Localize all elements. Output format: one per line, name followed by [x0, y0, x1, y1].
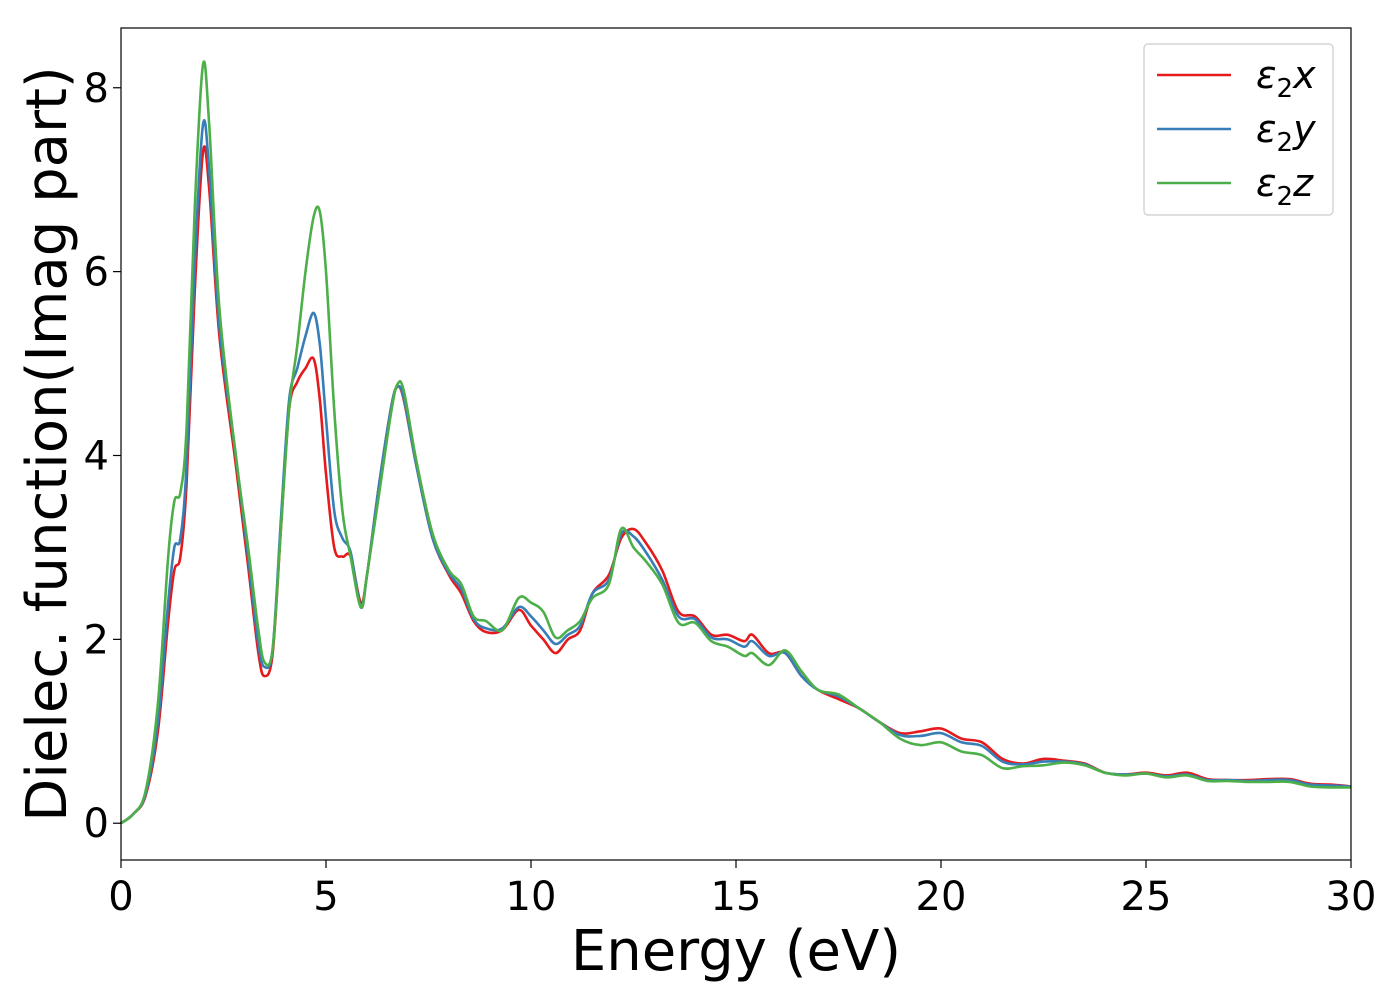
x-tick-label: 25: [1121, 874, 1172, 920]
legend-label-subscript: 2: [1277, 128, 1294, 158]
y-tick-label: 4: [84, 433, 109, 479]
y-tick-label: 6: [84, 250, 109, 296]
x-tick-label: 20: [916, 874, 967, 920]
y-tick-label: 8: [84, 66, 109, 112]
x-tick-label: 0: [108, 874, 133, 920]
legend-label-base: ε: [1256, 161, 1277, 205]
legend-label-suffix: y: [1292, 107, 1316, 151]
legend-label-base: ε: [1256, 107, 1277, 151]
legend-label-suffix: x: [1292, 53, 1316, 97]
y-axis-ticks: 0 2 4 6 8: [84, 66, 121, 847]
series-line-2: [120, 60, 1352, 825]
y-tick-label: 2: [84, 617, 109, 663]
series-layer: [120, 60, 1352, 825]
x-axis-title: Energy (eV): [571, 919, 901, 984]
legend-label-2: ε2z: [1256, 161, 1314, 212]
y-axis-title: Dielec. function(Imag part): [15, 66, 80, 822]
legend-label-0: ε2x: [1256, 53, 1316, 104]
legend-label-subscript: 2: [1277, 182, 1294, 212]
y-tick-label: 0: [84, 801, 109, 847]
legend-label-1: ε2y: [1256, 107, 1316, 158]
legend-label-subscript: 2: [1277, 74, 1294, 104]
x-tick-label: 10: [506, 874, 557, 920]
x-tick-label: 5: [313, 874, 338, 920]
legend-box: [1143, 43, 1334, 216]
x-tick-label: 30: [1326, 874, 1377, 920]
x-axis-ticks: 0 5 10 15 20 25 30: [108, 860, 1376, 920]
legend-label-base: ε: [1256, 53, 1277, 97]
legend-label-suffix: z: [1292, 161, 1314, 205]
x-tick-label: 15: [711, 874, 762, 920]
